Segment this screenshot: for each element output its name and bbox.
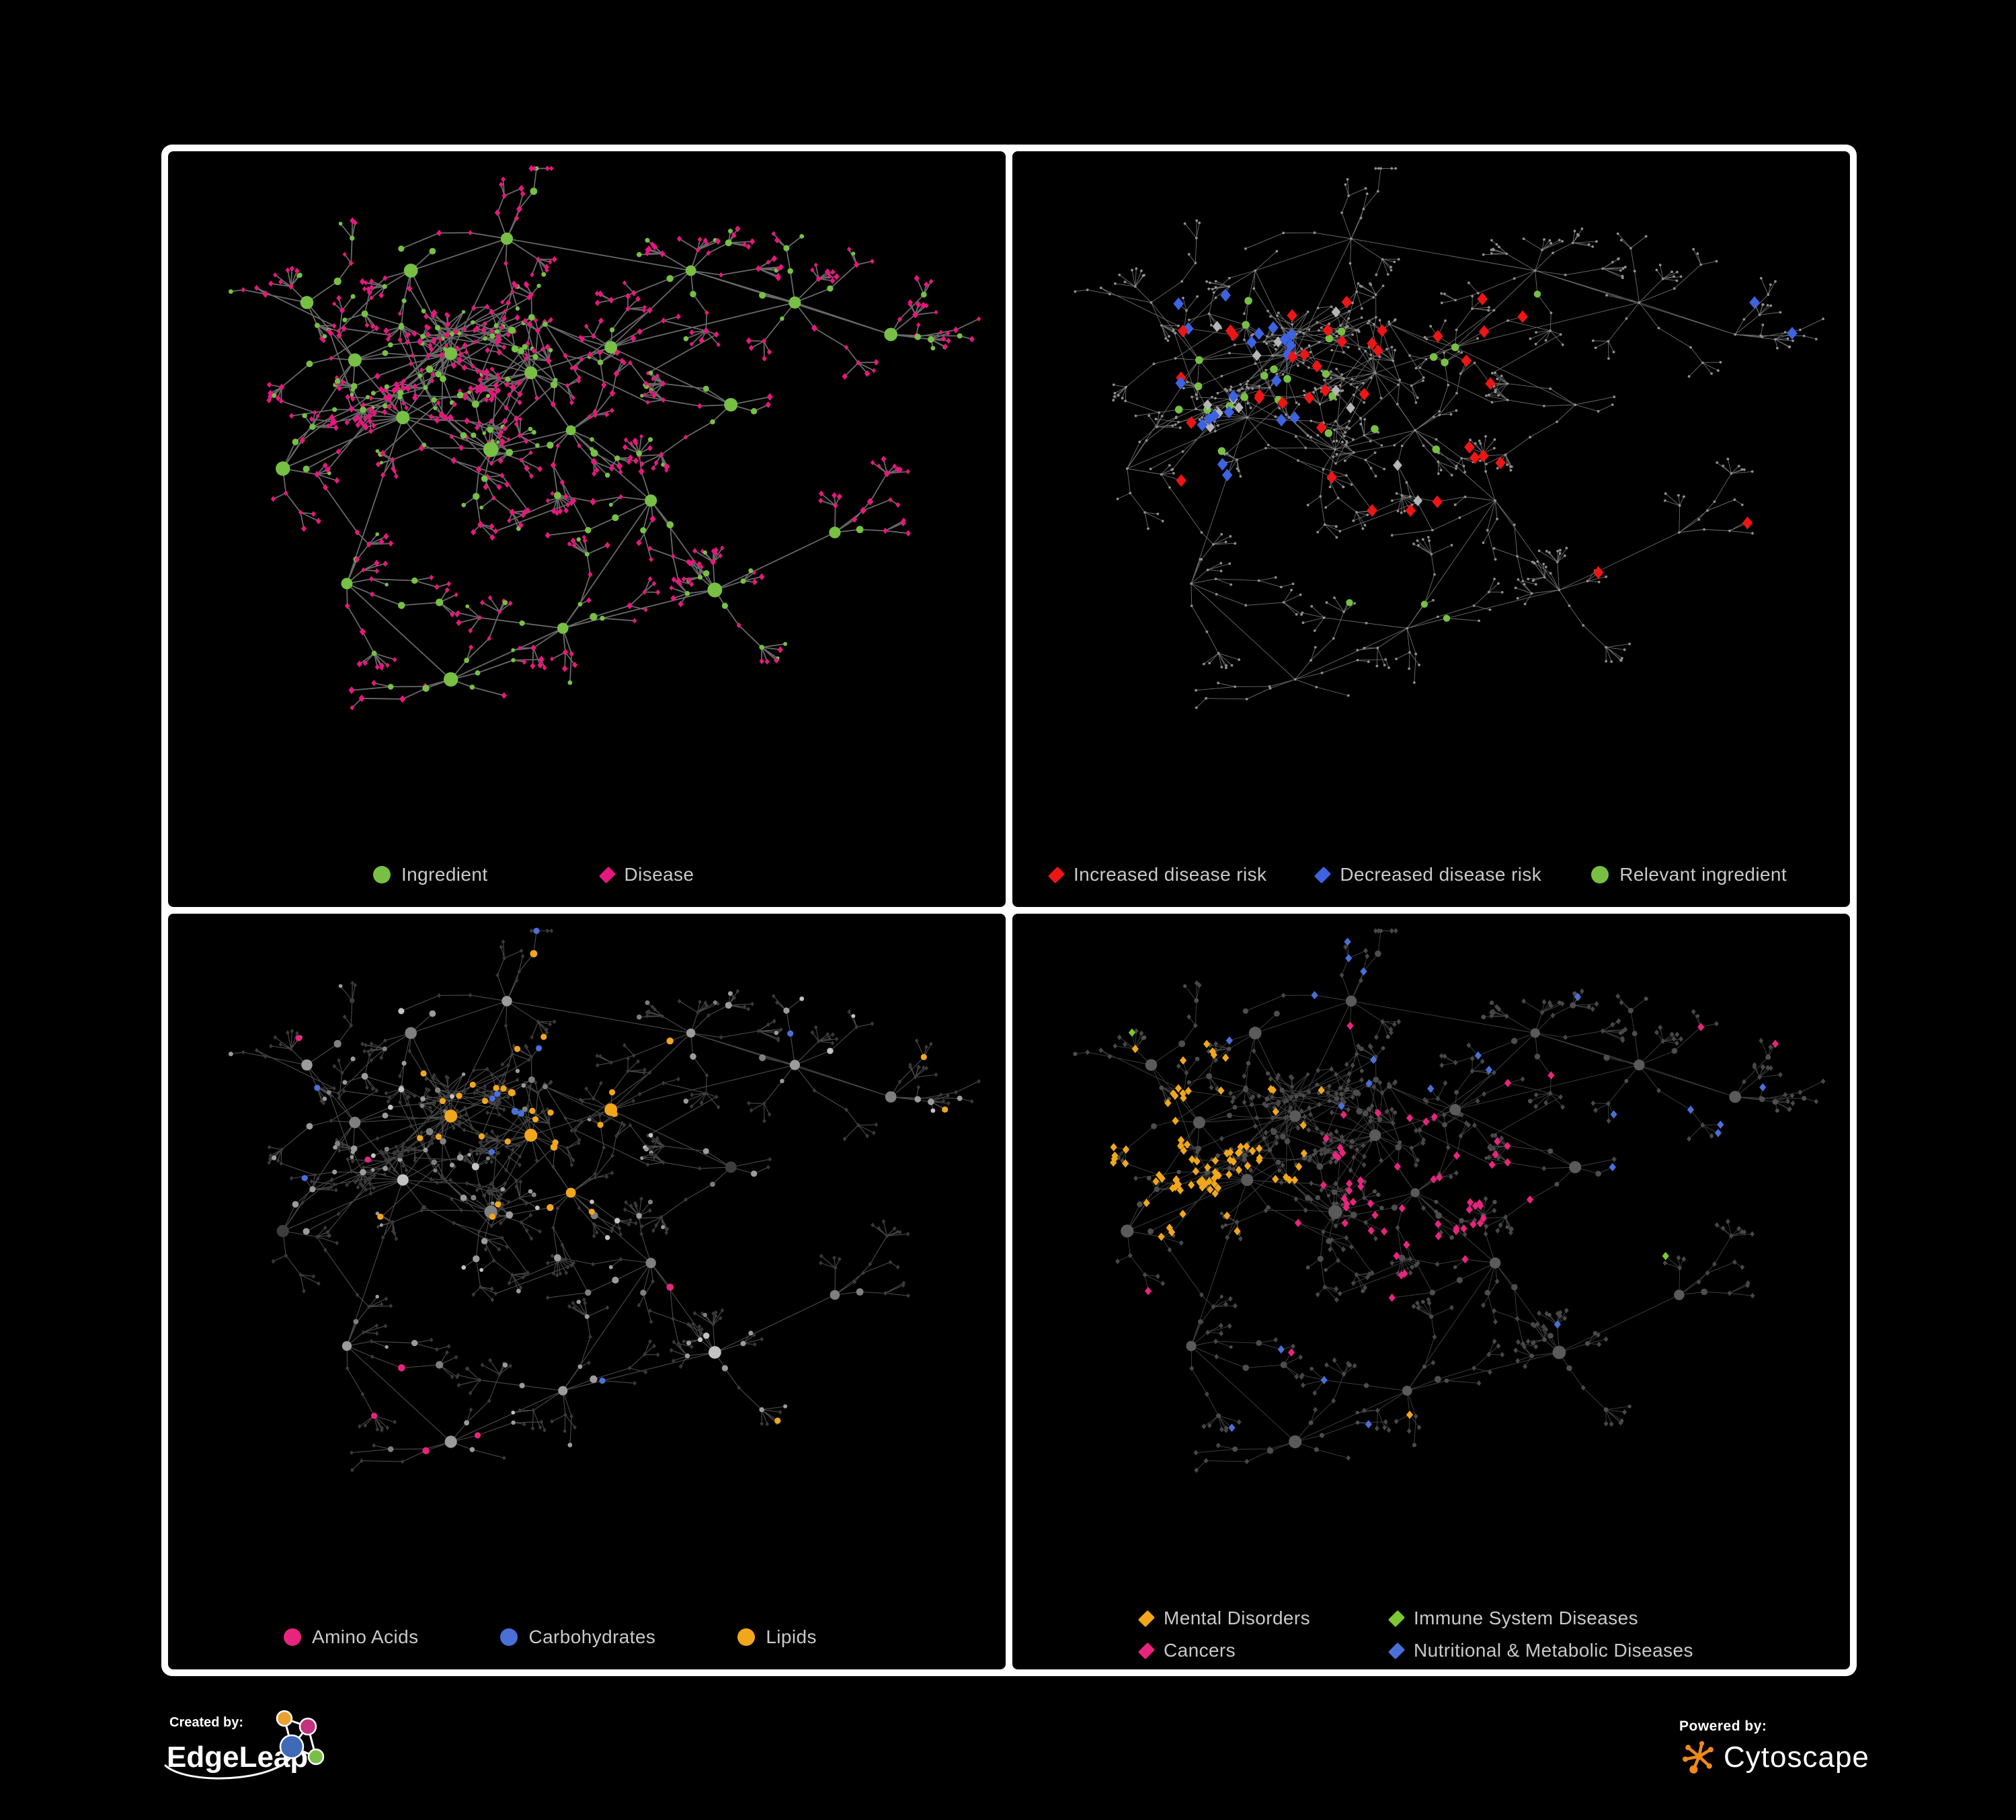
lipids-swatch-icon <box>737 1628 756 1646</box>
figure-board: Ingredient Disease Increased disease ris… <box>161 145 1857 1676</box>
created-by-label: Created by: <box>169 1715 243 1730</box>
legend-label: Lipids <box>766 1626 817 1647</box>
legend-label: Carbohydrates <box>528 1626 656 1647</box>
cytoscape-branding: Powered by: Cytoscape <box>1679 1718 1869 1776</box>
legend-disease-risk: Increased disease risk Decreased disease… <box>1047 864 1787 885</box>
legend-item: Ingredient <box>373 864 488 885</box>
network-canvas-ingredient-disease <box>229 165 981 711</box>
legend-label: Disease <box>624 864 694 885</box>
legend-label: Amino Acids <box>312 1626 419 1647</box>
legend-item: Immune System Diseases <box>1387 1608 1693 1629</box>
carbohydrates-swatch-icon <box>500 1628 518 1646</box>
network-canvas-disease-categories <box>1073 928 1826 1473</box>
legend-nutrient-classes: Amino Acids Carbohydrates Lipids <box>284 1626 817 1648</box>
legend-item: Amino Acids <box>284 1626 418 1648</box>
legend-label: Relevant ingredient <box>1619 864 1787 885</box>
ingredient-swatch-icon <box>373 866 391 883</box>
relevant-ingredient-swatch-icon <box>1591 866 1609 883</box>
legend-item: Decreased disease risk <box>1314 864 1542 885</box>
legend-item: Disease <box>598 864 694 885</box>
mental-disorders-swatch-icon <box>1137 1610 1156 1627</box>
edgeleap-logo-icon: Created by: EdgeLeap <box>164 1710 325 1780</box>
amino-acids-swatch-icon <box>284 1628 301 1646</box>
legend-item: Mental Disorders <box>1137 1608 1390 1629</box>
legend-label: Decreased disease risk <box>1340 864 1542 885</box>
legend-label: Ingredient <box>401 864 488 885</box>
legend-label: Mental Disorders <box>1164 1608 1311 1628</box>
legend-label: Nutritional & Metabolic Diseases <box>1414 1640 1693 1661</box>
powered-by-label: Powered by: <box>1679 1718 1767 1734</box>
cytoscape-wordmark: Cytoscape <box>1724 1741 1869 1774</box>
legend-label: Increased disease risk <box>1074 864 1267 885</box>
legend-item: Carbohydrates <box>500 1626 655 1648</box>
edgeleap-node-blue <box>279 1734 305 1759</box>
cancers-swatch-icon <box>1137 1642 1156 1659</box>
network-canvas-nutrient-classes <box>229 927 981 1473</box>
panel-ingredient-disease: Ingredient Disease <box>168 151 1006 907</box>
legend-item: Increased disease risk <box>1047 864 1267 885</box>
panel-disease-risk: Increased disease risk Decreased disease… <box>1012 151 1850 907</box>
legend-item: Relevant ingredient <box>1591 864 1787 885</box>
cytoscape-logo-nodes <box>1683 1741 1713 1774</box>
cytoscape-logo-icon <box>1683 1741 1713 1774</box>
edgeleap-swoosh <box>164 1755 293 1780</box>
panel-disease-categories: Mental Disorders Immune System Diseases … <box>1012 914 1850 1669</box>
legend-label: Immune System Diseases <box>1414 1608 1639 1628</box>
metabolic-diseases-swatch-icon <box>1387 1642 1406 1659</box>
edgeleap-branding: Created by: EdgeLeap <box>159 1706 360 1804</box>
disease-swatch-icon <box>598 866 616 883</box>
panel-nutrient-classes: Amino Acids Carbohydrates Lipids <box>168 914 1006 1669</box>
network-canvas-disease-risk <box>1074 167 1824 709</box>
legend-label: Cancers <box>1164 1640 1236 1661</box>
edgeleap-node-magenta <box>298 1717 317 1736</box>
legend-item: Cancers <box>1137 1640 1390 1661</box>
edgeleap-node-orange <box>276 1710 293 1727</box>
immune-diseases-swatch-icon <box>1387 1610 1406 1627</box>
edgeleap-node-green <box>307 1748 325 1766</box>
legend-item: Lipids <box>737 1626 817 1648</box>
legend-item: Nutritional & Metabolic Diseases <box>1387 1640 1693 1661</box>
legend-ingredient-disease: Ingredient Disease <box>373 864 694 885</box>
legend-disease-categories: Mental Disorders Immune System Diseases … <box>1137 1608 1693 1661</box>
increased-risk-swatch-icon <box>1047 866 1065 883</box>
decreased-risk-swatch-icon <box>1314 866 1332 883</box>
